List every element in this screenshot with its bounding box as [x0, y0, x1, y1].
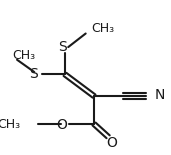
- Text: O: O: [107, 136, 117, 150]
- Text: CH₃: CH₃: [12, 49, 35, 62]
- Text: N: N: [155, 88, 165, 102]
- Text: S: S: [29, 67, 38, 81]
- Text: O: O: [56, 118, 67, 132]
- Text: CH₃: CH₃: [91, 22, 115, 35]
- Text: S: S: [58, 40, 67, 54]
- Text: CH₃: CH₃: [0, 118, 21, 131]
